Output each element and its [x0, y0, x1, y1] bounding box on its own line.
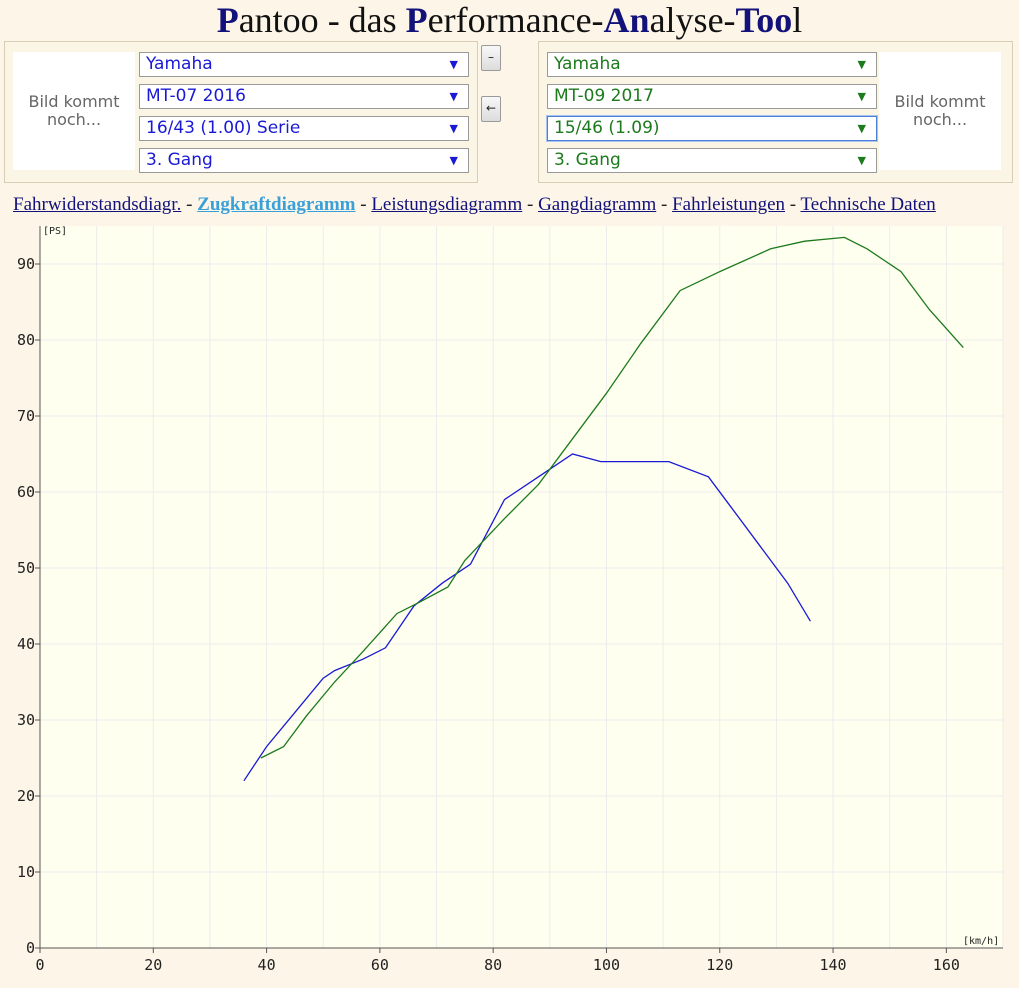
right-gear-select[interactable]: 3. Gang ▼	[547, 148, 877, 173]
right-model-select[interactable]: MT-09 2017 ▼	[547, 84, 877, 109]
diagram-nav: Fahrwiderstandsdiagr. - Zugkraftdiagramm…	[13, 194, 936, 215]
dropdown-arrow-icon: ▼	[857, 154, 866, 167]
right-vehicle-image-placeholder: Bild kommt noch...	[879, 52, 1001, 170]
y-tick-label: 90	[17, 255, 35, 273]
nav-gang[interactable]: Gangdiagramm	[538, 194, 657, 215]
left-model-select[interactable]: MT-07 2016 ▼	[139, 84, 469, 109]
nav-fahrwiderstand[interactable]: Fahrwiderstandsdiagr.	[13, 194, 182, 215]
plot-area	[40, 226, 1003, 948]
dropdown-arrow-icon: ▼	[857, 58, 866, 71]
left-vehicle-image-placeholder: Bild kommt noch...	[13, 52, 135, 170]
minus-button[interactable]: –	[481, 45, 501, 71]
y-tick-label: 10	[17, 863, 35, 881]
chart-svg: 0 20 40 60 80 100 120 140 160 0 10 20 30 40 50 60 70 80 90…	[17, 226, 1004, 974]
series-line-1	[243, 453, 811, 782]
x-tick-label: 100	[593, 956, 620, 974]
x-tick-label: 0	[35, 956, 44, 974]
y-tick-label: 40	[17, 635, 35, 653]
y-tick-label: 80	[17, 331, 35, 349]
left-ratio-select[interactable]: 16/43 (1.00) Serie ▼	[139, 116, 469, 141]
nav-fahrleistungen[interactable]: Fahrleistungen	[672, 194, 786, 215]
y-tick-label: 20	[17, 787, 35, 805]
x-tick-label: 80	[484, 956, 502, 974]
y-tick-label: 60	[17, 483, 35, 501]
series-line-2	[260, 236, 964, 759]
page-title: Pantoo - das Performance-Analyse-Tool	[216, 0, 803, 40]
left-brand-select[interactable]: Yamaha ▼	[139, 52, 469, 77]
dropdown-arrow-icon: ▼	[449, 90, 458, 103]
nav-leistung[interactable]: Leistungsdiagramm	[371, 194, 523, 215]
left-gear-select[interactable]: 3. Gang ▼	[139, 148, 469, 173]
nav-technische-daten[interactable]: Technische Daten	[800, 194, 936, 215]
x-tick-label: 120	[706, 956, 733, 974]
y-tick-label: 70	[17, 407, 35, 425]
right-brand-select[interactable]: Yamaha ▼	[547, 52, 877, 77]
right-vehicle-panel: Yamaha ▼ MT-09 2017 ▼ 15/46 (1.09) ▼ 3. Gan…	[538, 41, 1013, 183]
y-tick-label: 0	[26, 939, 35, 957]
right-ratio-select[interactable]: 15/46 (1.09) ▼	[547, 116, 877, 141]
y-axis-unit-label: [PS]	[43, 226, 67, 237]
x-axis-unit-label: [km/h]	[963, 936, 999, 947]
dropdown-arrow-icon: ▼	[857, 122, 866, 135]
y-tick-label: 30	[17, 711, 35, 729]
dropdown-arrow-icon: ▼	[449, 122, 458, 135]
power-chart: 0 20 40 60 80 100 120 140 160 0 10 20 30 40 50 60 70 80 90…	[0, 220, 1019, 984]
dropdown-arrow-icon: ▼	[449, 58, 458, 71]
left-vehicle-panel: Bild kommt noch... Yamaha ▼ MT-07 2016 ▼ 1…	[4, 41, 478, 183]
x-tick-label: 140	[820, 956, 847, 974]
x-tick-label: 40	[258, 956, 276, 974]
dropdown-arrow-icon: ▼	[449, 154, 458, 167]
copy-left-button[interactable]: ←	[481, 96, 501, 122]
dropdown-arrow-icon: ▼	[857, 90, 866, 103]
x-tick-label: 20	[144, 956, 162, 974]
x-tick-label: 160	[933, 956, 960, 974]
nav-zugkraft[interactable]: Zugkraftdiagramm	[197, 194, 356, 215]
x-tick-label: 60	[371, 956, 389, 974]
y-tick-label: 50	[17, 559, 35, 577]
